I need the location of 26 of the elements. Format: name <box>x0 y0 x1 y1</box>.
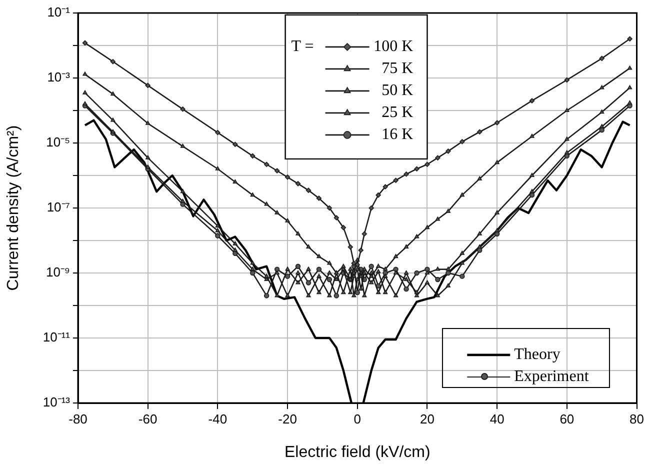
x-tick-label: -80 <box>68 411 88 426</box>
y-tick-label: 10⁻¹³ <box>42 394 71 410</box>
x-tick-label: -20 <box>278 411 297 426</box>
x-tick-label: -60 <box>138 411 158 426</box>
x-axis-title: Electric field (kV/cm) <box>284 444 430 461</box>
x-tick-label: 40 <box>490 411 504 426</box>
x-tick-label: 20 <box>420 411 434 426</box>
y-tick-label: 10⁻⁵ <box>46 134 70 150</box>
y-tick-label: 10⁻¹¹ <box>42 330 71 345</box>
x-tick-label: -40 <box>208 411 228 426</box>
annotation: Experiment <box>514 368 590 386</box>
y-tick-label: 10⁻¹ <box>47 4 71 20</box>
y-tick-label: 10⁻³ <box>47 70 71 85</box>
y-tick-label: 10⁻⁷ <box>46 200 70 215</box>
legend-label: 16 K <box>382 126 414 144</box>
legend-label: 50 K <box>382 82 414 100</box>
x-tick-label: 80 <box>630 411 644 426</box>
legend-label: 75 K <box>382 60 414 78</box>
legend-label: 25 K <box>382 104 414 122</box>
x-tick-label: 0 <box>354 411 361 426</box>
y-axis-title: Current density (A/cm²) <box>5 125 22 291</box>
annotation: Theory <box>514 346 560 364</box>
legend-title: T = <box>291 38 314 56</box>
x-tick-label: 60 <box>560 411 574 426</box>
y-tick-label: 10⁻⁹ <box>46 264 70 280</box>
legend-label: 100 K <box>374 38 414 56</box>
